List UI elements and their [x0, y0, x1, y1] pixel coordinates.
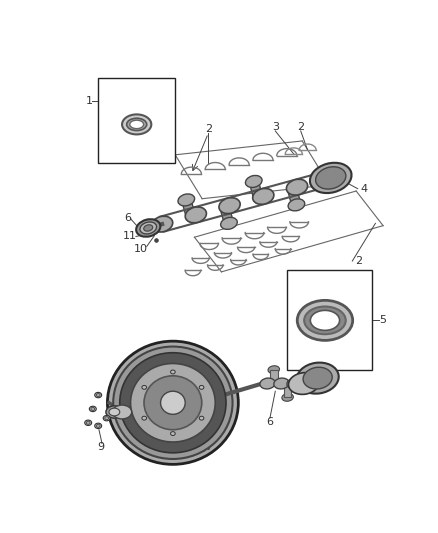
Ellipse shape: [260, 378, 275, 389]
Ellipse shape: [96, 393, 100, 397]
Text: 8: 8: [122, 378, 129, 387]
Ellipse shape: [161, 391, 185, 414]
Text: 1: 1: [85, 96, 92, 106]
Ellipse shape: [320, 170, 341, 186]
Ellipse shape: [140, 222, 156, 234]
Ellipse shape: [297, 301, 353, 341]
Ellipse shape: [152, 216, 173, 232]
Ellipse shape: [310, 163, 352, 193]
Ellipse shape: [91, 407, 95, 410]
Text: 11: 11: [123, 231, 137, 241]
Text: 7: 7: [205, 442, 212, 451]
Ellipse shape: [103, 415, 110, 421]
Ellipse shape: [127, 118, 147, 131]
Text: 2: 2: [297, 122, 304, 132]
Text: 2: 2: [205, 124, 212, 134]
Ellipse shape: [304, 306, 346, 334]
Ellipse shape: [199, 416, 204, 420]
Ellipse shape: [219, 198, 240, 214]
Polygon shape: [220, 206, 233, 224]
Ellipse shape: [316, 167, 346, 189]
Ellipse shape: [142, 416, 147, 420]
Ellipse shape: [120, 353, 226, 453]
Ellipse shape: [106, 406, 123, 418]
Ellipse shape: [311, 310, 339, 330]
Ellipse shape: [288, 199, 305, 211]
Text: 5: 5: [379, 316, 386, 325]
Polygon shape: [182, 199, 195, 217]
Ellipse shape: [221, 217, 237, 229]
Ellipse shape: [130, 120, 144, 128]
Ellipse shape: [303, 367, 332, 389]
Ellipse shape: [144, 376, 202, 430]
Ellipse shape: [107, 341, 238, 464]
Ellipse shape: [199, 385, 204, 389]
Ellipse shape: [289, 373, 319, 394]
Text: 4: 4: [360, 184, 367, 193]
Ellipse shape: [89, 406, 96, 411]
Ellipse shape: [141, 222, 157, 234]
Ellipse shape: [253, 189, 274, 204]
Ellipse shape: [274, 378, 289, 389]
Ellipse shape: [131, 364, 215, 442]
Polygon shape: [284, 384, 291, 398]
Ellipse shape: [85, 420, 92, 425]
Ellipse shape: [170, 432, 175, 435]
Text: 2: 2: [355, 256, 362, 266]
Ellipse shape: [105, 417, 109, 419]
Bar: [98, 78, 175, 163]
Ellipse shape: [113, 405, 132, 419]
Bar: [287, 270, 371, 370]
Ellipse shape: [287, 378, 302, 389]
Ellipse shape: [245, 175, 262, 188]
Text: 10: 10: [134, 244, 148, 254]
Ellipse shape: [136, 219, 160, 237]
Ellipse shape: [122, 115, 151, 134]
Ellipse shape: [95, 392, 102, 398]
Text: 6: 6: [266, 417, 273, 427]
Text: 6: 6: [124, 213, 131, 223]
Ellipse shape: [142, 385, 147, 389]
Ellipse shape: [86, 421, 90, 424]
Ellipse shape: [297, 362, 339, 394]
Polygon shape: [287, 187, 301, 206]
Ellipse shape: [170, 370, 175, 374]
Ellipse shape: [96, 424, 100, 427]
Ellipse shape: [178, 194, 194, 206]
Ellipse shape: [282, 393, 293, 401]
Text: 3: 3: [272, 122, 279, 132]
Polygon shape: [249, 180, 263, 199]
Text: 9: 9: [97, 442, 104, 451]
Ellipse shape: [268, 366, 279, 374]
Ellipse shape: [286, 179, 307, 195]
Ellipse shape: [144, 225, 153, 231]
Ellipse shape: [185, 207, 206, 223]
Polygon shape: [270, 370, 278, 384]
Ellipse shape: [95, 423, 102, 429]
Ellipse shape: [109, 408, 120, 416]
Ellipse shape: [113, 346, 233, 459]
